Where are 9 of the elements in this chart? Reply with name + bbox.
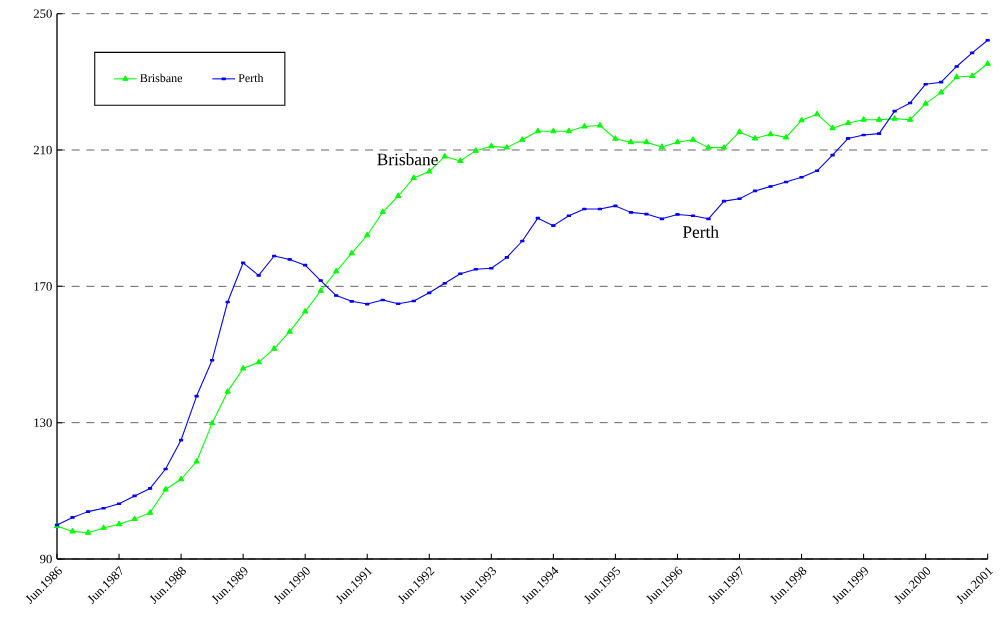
y-tick-label: 170 [34, 282, 52, 291]
y-tick-label: 90 [40, 554, 52, 564]
annotation: Brisbane [377, 153, 438, 166]
legend-label: Brisbane [140, 73, 183, 83]
y-tick-label: 130 [34, 418, 52, 427]
y-tick-label: 210 [33, 145, 52, 155]
legend-label: Perth [238, 73, 264, 83]
annotation: Perth [682, 225, 719, 238]
y-tick-label: 250 [33, 9, 52, 18]
